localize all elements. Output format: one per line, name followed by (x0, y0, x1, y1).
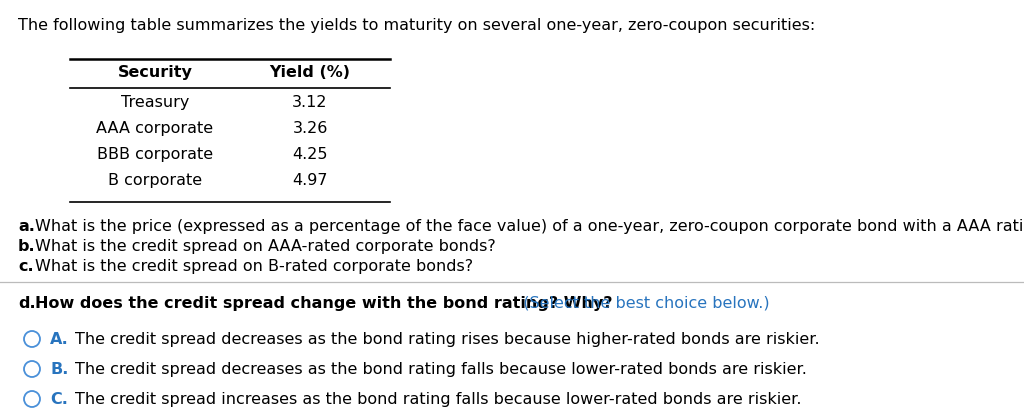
Text: How does the credit spread change with the bond rating? Why?: How does the credit spread change with t… (35, 295, 612, 310)
Text: BBB corporate: BBB corporate (97, 147, 213, 161)
Text: The credit spread decreases as the bond rating rises because higher-rated bonds : The credit spread decreases as the bond … (75, 331, 819, 346)
Text: What is the credit spread on B-rated corporate bonds?: What is the credit spread on B-rated cor… (35, 259, 473, 273)
Text: c.: c. (18, 259, 34, 273)
Text: B corporate: B corporate (108, 173, 202, 188)
Text: The credit spread decreases as the bond rating falls because lower-rated bonds a: The credit spread decreases as the bond … (75, 361, 807, 376)
Text: The credit spread increases as the bond rating falls because lower-rated bonds a: The credit spread increases as the bond … (75, 391, 802, 406)
Text: 3.12: 3.12 (292, 95, 328, 110)
Text: Security: Security (118, 65, 193, 80)
Text: Treasury: Treasury (121, 95, 189, 110)
Text: b.: b. (18, 238, 36, 254)
Text: 4.97: 4.97 (292, 173, 328, 188)
Text: d.: d. (18, 295, 36, 310)
Text: B.: B. (50, 361, 69, 376)
Text: a.: a. (18, 218, 35, 233)
Text: What is the price (expressed as a percentage of the face value) of a one-year, z: What is the price (expressed as a percen… (35, 218, 1024, 233)
Text: AAA corporate: AAA corporate (96, 121, 214, 136)
Text: The following table summarizes the yields to maturity on several one-year, zero-: The following table summarizes the yield… (18, 18, 815, 33)
Text: (Select the best choice below.): (Select the best choice below.) (513, 295, 770, 310)
Text: 4.25: 4.25 (292, 147, 328, 161)
Text: What is the credit spread on AAA-rated corporate bonds?: What is the credit spread on AAA-rated c… (35, 238, 496, 254)
Text: A.: A. (50, 331, 69, 346)
Text: Yield (%): Yield (%) (269, 65, 350, 80)
Text: 3.26: 3.26 (292, 121, 328, 136)
Text: C.: C. (50, 391, 68, 406)
